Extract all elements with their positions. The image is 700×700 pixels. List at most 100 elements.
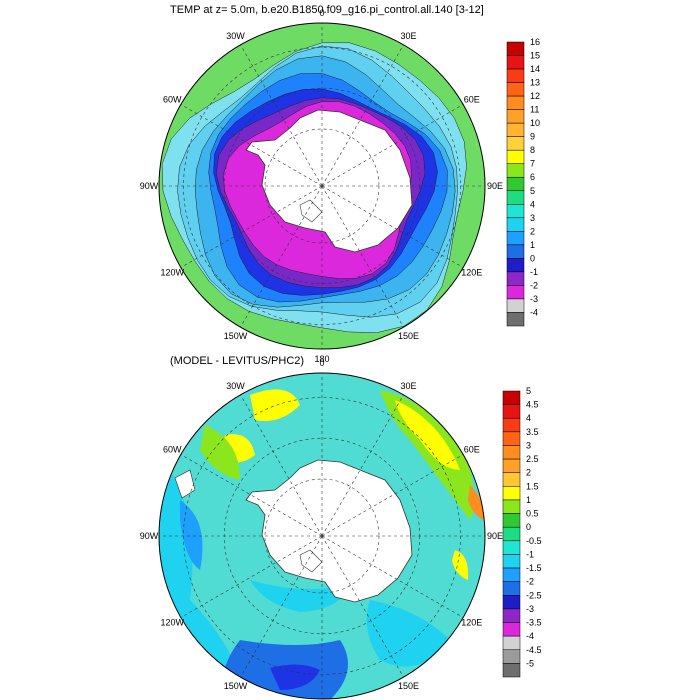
bottom-colorbar-label: 4.5 [526, 400, 539, 410]
top-lon-label: 150E [398, 331, 419, 341]
top-colorbar-label: 3 [530, 213, 535, 223]
top-lon-label: 60W [163, 95, 182, 105]
top-colorbar-swatch [506, 244, 525, 259]
top-polar-map: 0 30E 60E 90E 120E 150E 180 150W 120W 90W 60W 30W [140, 8, 503, 364]
top-colorbar-swatch [506, 285, 525, 300]
top-lon-label: 150W [224, 331, 248, 341]
bottom-mild-east [380, 390, 474, 520]
bottom-colorbar-label: -3 [526, 604, 534, 614]
top-colorbar-label: 4 [530, 199, 535, 209]
bottom-warm-40e [395, 400, 460, 470]
bottom-lon-label: 150E [398, 681, 419, 691]
bottom-colorbar-label: 2 [526, 468, 531, 478]
top-colorbar-label: -3 [530, 294, 538, 304]
bottom-colorbar-label: -4 [526, 631, 534, 641]
top-colorbar-label: 10 [530, 118, 540, 128]
top-lon-label: 30W [226, 31, 245, 41]
bottom-colorbar-label: -3.5 [526, 618, 542, 628]
bottom-colorbar-label: 2.5 [526, 454, 539, 464]
top-colorbar-label: 12 [530, 91, 540, 101]
bottom-map-title: (MODEL - LEVITUS/PHC2) [170, 355, 305, 367]
top-colorbar-label: 0 [530, 253, 535, 263]
bottom-colorbar-label: 1.5 [526, 481, 539, 491]
top-colorbar-swatch [506, 136, 525, 151]
bottom-colorbar-label: 0 [526, 522, 531, 532]
bottom-very-cold-patch [270, 664, 320, 690]
bottom-hot-patch-70e [468, 485, 485, 520]
top-colorbar-swatch [506, 109, 525, 124]
top-colorbar-swatch [506, 271, 525, 286]
top-colorbar-swatch [506, 258, 525, 273]
top-lon-label: 90E [487, 181, 503, 191]
bottom-colorbar-swatch [502, 458, 521, 473]
bottom-colorbar-swatch [502, 390, 521, 405]
top-colorbar-swatch [506, 312, 525, 327]
top-colorbar-swatch [506, 231, 525, 246]
bottom-colorbar-label: 1 [526, 495, 531, 505]
bottom-lon-label: 0 [319, 358, 324, 368]
bottom-colorbar-swatch [502, 513, 521, 528]
bottom-colorbar-label: -0.5 [526, 536, 542, 546]
top-colorbar-swatch [506, 68, 525, 83]
bottom-colorbar-swatch [502, 417, 521, 433]
top-colorbar-label: 8 [530, 145, 535, 155]
bottom-colorbar-label: -1.5 [526, 563, 542, 573]
top-lon-label: 120E [461, 268, 482, 278]
top-colorbar-label: 9 [530, 132, 535, 142]
top-colorbar-swatch [506, 204, 525, 219]
bottom-colorbar-swatch [502, 635, 521, 651]
top-colorbar-swatch [506, 55, 525, 70]
bottom-colorbar-label: 0.5 [526, 509, 539, 519]
top-colorbar-label: 11 [530, 105, 539, 115]
bottom-colorbar-label: -2 [526, 577, 534, 587]
bottom-colorbar-swatch [502, 431, 521, 446]
bottom-cool-150e [366, 600, 450, 667]
top-colorbar-swatch [506, 41, 525, 56]
bottom-colorbar-label: 3 [526, 440, 531, 450]
top-map-border [158, 22, 486, 350]
bottom-ice-shelf [299, 549, 323, 573]
top-lon-label: 120W [160, 268, 184, 278]
top-colorbar-label: 13 [530, 78, 540, 88]
top-ice-shelf [299, 199, 323, 223]
top-colorbar-swatch [506, 149, 525, 164]
top-lon-label: 90W [140, 181, 159, 191]
bottom-colorbar-swatch [502, 499, 521, 514]
bottom-colorbar-swatch [502, 445, 521, 460]
bottom-colorbar-swatch [502, 567, 521, 582]
bottom-colorbar-swatch [502, 486, 521, 501]
top-colorbar-label: -4 [530, 307, 538, 317]
bottom-colorbar-swatch [502, 663, 521, 678]
bottom-colorbar-swatch [502, 404, 521, 419]
top-map-title: TEMP at z= 5.0m, b.e20.B1850.f09_g16.pi_… [170, 4, 484, 16]
top-colorbar-swatch [506, 190, 525, 205]
bottom-colorbar-swatch [502, 554, 521, 569]
top-colorbar-label: 7 [530, 159, 535, 169]
bottom-lon-label: 30W [226, 381, 245, 391]
top-lon-label: 30E [400, 31, 416, 41]
bottom-lon-label: 120E [461, 618, 482, 628]
top-colorbar-swatch [506, 217, 525, 232]
bottom-colorbar-label: -5 [526, 658, 534, 668]
top-colorbar-label: 16 [530, 37, 540, 47]
bottom-lon-label: 150W [224, 681, 248, 691]
top-lon-label: 0 [319, 8, 324, 18]
bottom-colorbar-label: -4.5 [526, 645, 542, 655]
top-colorbar-label: 2 [530, 226, 535, 236]
bottom-south-america-tip [174, 469, 196, 499]
bottom-colorbar-label: -1 [526, 549, 534, 559]
bottom-mild-60w [200, 425, 240, 480]
bottom-colorbar-label: 5 [526, 386, 531, 396]
top-lon-label: 180 [314, 354, 329, 364]
bottom-cool-ross [250, 580, 350, 612]
top-colorbar-label: -1 [530, 267, 538, 277]
top-colorbar-swatch [506, 82, 525, 97]
top-colorbar-swatch [506, 298, 525, 313]
bottom-colorbar-swatch [502, 649, 521, 664]
top-colorbar-label: -2 [530, 280, 538, 290]
top-colorbar-label: 14 [530, 64, 540, 74]
top-colorbar-swatch [506, 122, 525, 137]
top-colorbar-label: 6 [530, 172, 535, 182]
